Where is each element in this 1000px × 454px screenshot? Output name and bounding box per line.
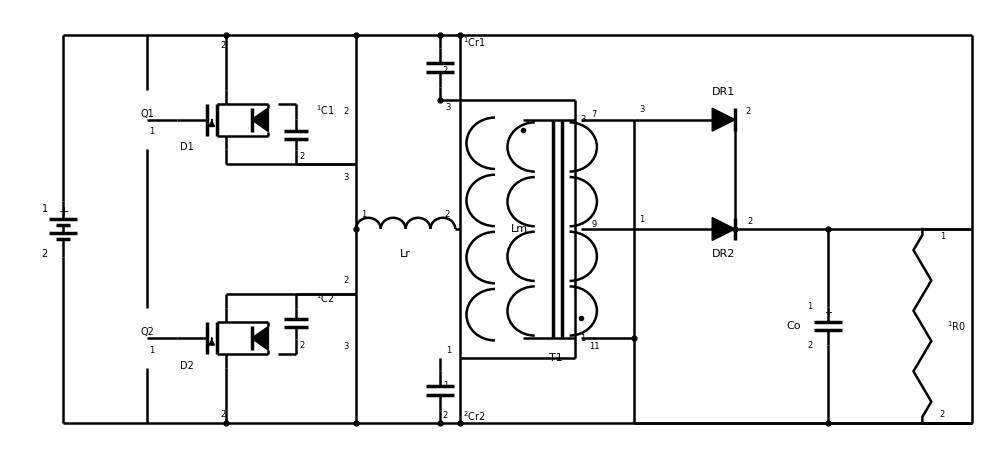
Text: 3: 3 xyxy=(343,342,349,351)
Text: 7: 7 xyxy=(592,110,597,119)
Text: 9: 9 xyxy=(592,220,597,228)
Text: 2: 2 xyxy=(445,210,450,218)
Text: 2: 2 xyxy=(220,40,225,49)
Polygon shape xyxy=(712,217,735,241)
Text: Q1: Q1 xyxy=(140,109,154,118)
Text: +: + xyxy=(58,205,69,217)
Text: $^2$Cr2: $^2$Cr2 xyxy=(463,409,486,423)
Text: D1: D1 xyxy=(180,143,194,153)
Text: 3: 3 xyxy=(639,105,645,114)
Text: 2: 2 xyxy=(300,152,305,161)
Text: $^1$Cr1: $^1$Cr1 xyxy=(463,35,486,49)
Text: D2: D2 xyxy=(180,361,194,371)
Text: 2: 2 xyxy=(343,276,349,285)
Text: 2: 2 xyxy=(747,217,753,226)
Text: 11: 11 xyxy=(589,342,600,351)
Text: 2: 2 xyxy=(343,107,349,116)
Text: 2: 2 xyxy=(42,249,48,259)
Text: +: + xyxy=(824,308,832,318)
Text: 1: 1 xyxy=(807,301,813,311)
Text: 3: 3 xyxy=(446,103,451,112)
Text: $^1$C2: $^1$C2 xyxy=(316,291,335,306)
Text: 2: 2 xyxy=(746,107,751,116)
Text: 1: 1 xyxy=(640,215,645,223)
Text: 3: 3 xyxy=(343,173,349,182)
Polygon shape xyxy=(252,108,268,132)
Polygon shape xyxy=(712,108,735,131)
Text: Lr: Lr xyxy=(400,249,411,259)
Text: 1: 1 xyxy=(940,232,945,242)
Text: T1: T1 xyxy=(549,353,563,363)
Text: DR1: DR1 xyxy=(712,87,735,97)
Text: 1: 1 xyxy=(361,210,366,218)
Polygon shape xyxy=(252,326,268,350)
Text: 2: 2 xyxy=(220,410,225,419)
Text: 1: 1 xyxy=(150,346,155,355)
Text: Lm: Lm xyxy=(511,224,528,234)
Text: 1: 1 xyxy=(580,334,585,343)
Text: 2: 2 xyxy=(940,410,945,419)
Text: 1: 1 xyxy=(42,204,48,214)
Text: 1: 1 xyxy=(150,127,155,136)
Text: 1: 1 xyxy=(446,346,451,355)
Text: 1: 1 xyxy=(443,381,448,390)
Text: 2: 2 xyxy=(807,341,813,350)
Text: $^1$R0: $^1$R0 xyxy=(947,319,966,333)
Text: 2: 2 xyxy=(443,411,448,420)
Text: Co: Co xyxy=(786,321,800,331)
Text: DR2: DR2 xyxy=(712,249,735,259)
Text: Q2: Q2 xyxy=(140,327,154,337)
Text: 3: 3 xyxy=(580,115,585,124)
Text: 2: 2 xyxy=(300,341,305,350)
Text: 2: 2 xyxy=(443,66,448,75)
Text: $^1$C1: $^1$C1 xyxy=(316,103,335,117)
